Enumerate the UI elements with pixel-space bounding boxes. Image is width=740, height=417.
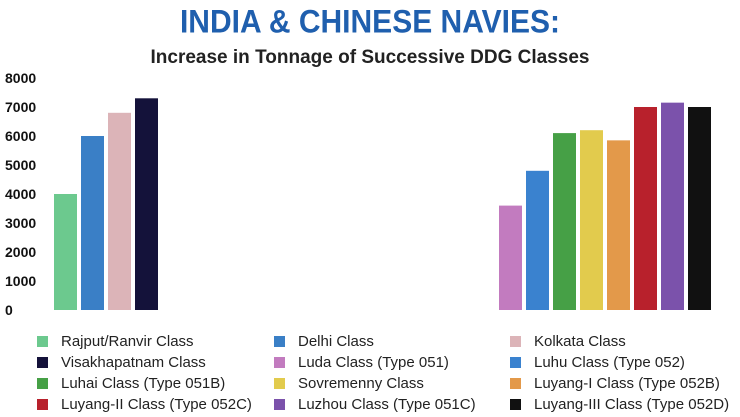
chart-title: INDIA & CHINESE NAVIES: [179, 4, 561, 41]
y-tick-label: 5000 [5, 157, 36, 173]
y-tick-label: 4000 [5, 186, 36, 202]
y-tick-label: 7000 [5, 99, 36, 115]
bar-luyang-iii-class-type-052d [688, 107, 711, 310]
bar-visakhapatnam-class [135, 98, 158, 310]
bars [54, 98, 711, 311]
bar-luda-class-type-051 [499, 205, 522, 310]
bar-luyang-ii-class-type-052c [634, 107, 657, 310]
bar-kolkata-class [108, 112, 131, 310]
bar-sovremenny-class [580, 130, 603, 310]
bar-luhu-class-type-052 [526, 170, 549, 310]
bar-luyang-i-class-type-052b [607, 140, 630, 310]
y-tick-label: 3000 [5, 215, 36, 231]
y-tick-label: 2000 [5, 244, 36, 260]
y-tick-label: 1000 [5, 273, 36, 289]
bar-luhai-class-type-051b [553, 133, 576, 310]
y-tick-label: 0 [5, 302, 13, 318]
chart-subtitle: Increase in Tonnage of Successive DDG Cl… [150, 47, 590, 68]
bar-rajput-ranvir-class [54, 194, 77, 310]
y-axis: 0 1000 2000 3000 4000 5000 6000 7000 8000 [5, 70, 36, 318]
y-tick-label: 6000 [5, 128, 36, 144]
y-tick-label: 8000 [5, 70, 36, 86]
bar-luzhou-class-type-051c [661, 102, 684, 311]
bar-delhi-class [81, 136, 104, 310]
